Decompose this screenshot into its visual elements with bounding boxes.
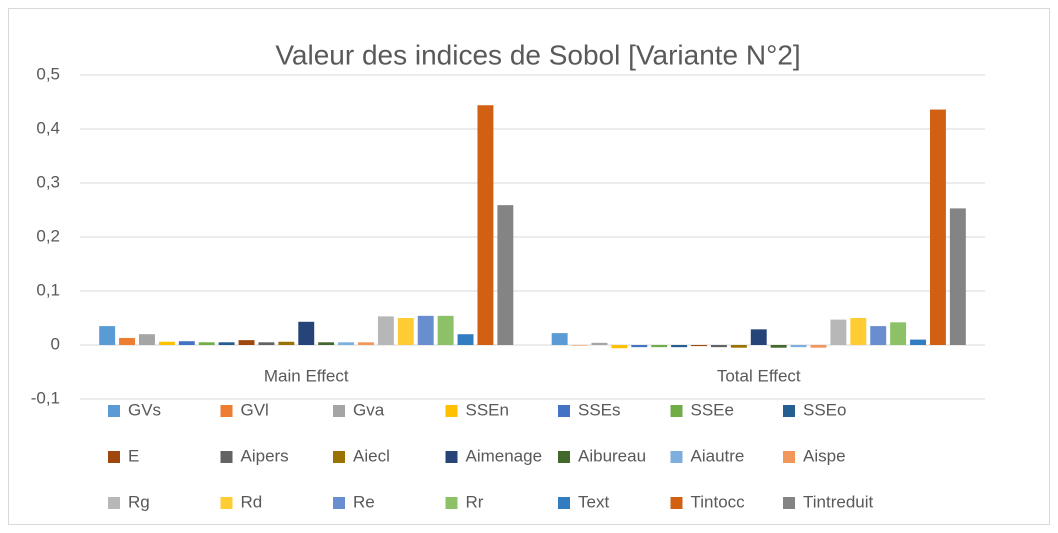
bar (158, 341, 175, 345)
chart-title: Valeur des indices de Sobol [Variante N°… (275, 39, 800, 70)
legend-swatch (445, 451, 458, 463)
bar (890, 322, 907, 345)
bar (750, 329, 767, 345)
y-tick-label: 0,2 (36, 226, 60, 245)
legend-swatch (783, 405, 795, 417)
bar (651, 345, 668, 348)
legend-swatch (108, 405, 120, 417)
legend-label: Tintreduit (803, 492, 874, 511)
bar (238, 340, 255, 345)
y-tick-label: 0,5 (36, 64, 60, 83)
legend-label: SSEn (466, 400, 509, 419)
x-tick-label: Total Effect (717, 366, 801, 385)
legend-label: Aiautre (691, 446, 745, 465)
legend-swatch (783, 451, 795, 463)
legend-label: Aipers (241, 446, 289, 465)
bar (457, 334, 474, 345)
y-tick-label: 0,4 (36, 118, 60, 137)
bar (178, 341, 195, 345)
bar (417, 315, 434, 345)
bar (910, 339, 926, 345)
bar (730, 345, 747, 348)
legend-swatch (558, 405, 570, 417)
legend-label: E (128, 446, 139, 465)
bar (770, 345, 787, 348)
bar (810, 345, 827, 348)
legend-label: SSEe (691, 400, 734, 419)
bar (611, 345, 628, 349)
bar (497, 205, 514, 345)
legend-swatch (445, 405, 458, 417)
bar (571, 345, 588, 346)
legend-label: Aimenage (466, 446, 543, 465)
legend-label: Tintocc (691, 492, 746, 511)
legend-swatch (333, 405, 345, 417)
legend-label: Rg (128, 492, 150, 511)
legend-swatch (333, 497, 345, 509)
bar (218, 342, 235, 345)
bar (198, 342, 215, 345)
legend-swatch (108, 497, 120, 509)
bar (949, 208, 966, 345)
bar (258, 342, 275, 345)
legend-swatch (783, 497, 795, 509)
bar (358, 342, 374, 345)
legend-label: Re (353, 492, 375, 511)
legend-swatch (220, 451, 233, 463)
bar (437, 315, 454, 345)
legend-swatch (558, 451, 570, 463)
bar (551, 333, 568, 345)
legend-swatch (333, 451, 345, 463)
bar (298, 321, 315, 345)
bar (591, 342, 608, 345)
bar (850, 318, 867, 345)
bar (790, 345, 807, 348)
bar (377, 316, 394, 345)
legend-swatch (670, 405, 683, 417)
legend-label: Gva (353, 400, 385, 419)
legend-label: GVs (128, 400, 161, 419)
bar (338, 342, 355, 345)
legend-label: Text (578, 492, 609, 511)
legend-label: SSEs (578, 400, 621, 419)
y-tick-label: 0 (51, 334, 60, 353)
legend-label: SSEo (803, 400, 846, 419)
bar (710, 345, 727, 348)
legend-swatch (670, 497, 683, 509)
legend-label: Aispe (803, 446, 846, 465)
bar (99, 326, 116, 345)
bar (870, 326, 887, 345)
legend-label: GVl (241, 400, 269, 419)
y-tick-label: 0,1 (36, 280, 60, 299)
legend-swatch (108, 451, 120, 463)
legend-swatch (670, 451, 683, 463)
legend-label: Aibureau (578, 446, 646, 465)
bar (631, 345, 648, 348)
bar (929, 109, 946, 345)
legend-label: Aiecl (353, 446, 390, 465)
bar (397, 318, 414, 345)
legend-swatch (558, 497, 570, 509)
bar (671, 345, 688, 348)
y-tick-label: -0,1 (31, 388, 60, 407)
legend-label: Rr (466, 492, 484, 511)
legend-swatch (220, 497, 233, 509)
legend-label: Rd (241, 492, 263, 511)
bar (119, 337, 136, 345)
x-tick-label: Main Effect (264, 366, 349, 385)
legend-swatch (220, 405, 233, 417)
y-tick-label: 0,3 (36, 172, 60, 191)
chart-frame (8, 8, 1050, 525)
bar (318, 342, 335, 345)
bar (278, 341, 295, 345)
bar (139, 334, 155, 345)
bar (830, 319, 847, 345)
bar (477, 105, 494, 346)
bar (691, 345, 707, 347)
legend-swatch (445, 497, 458, 509)
